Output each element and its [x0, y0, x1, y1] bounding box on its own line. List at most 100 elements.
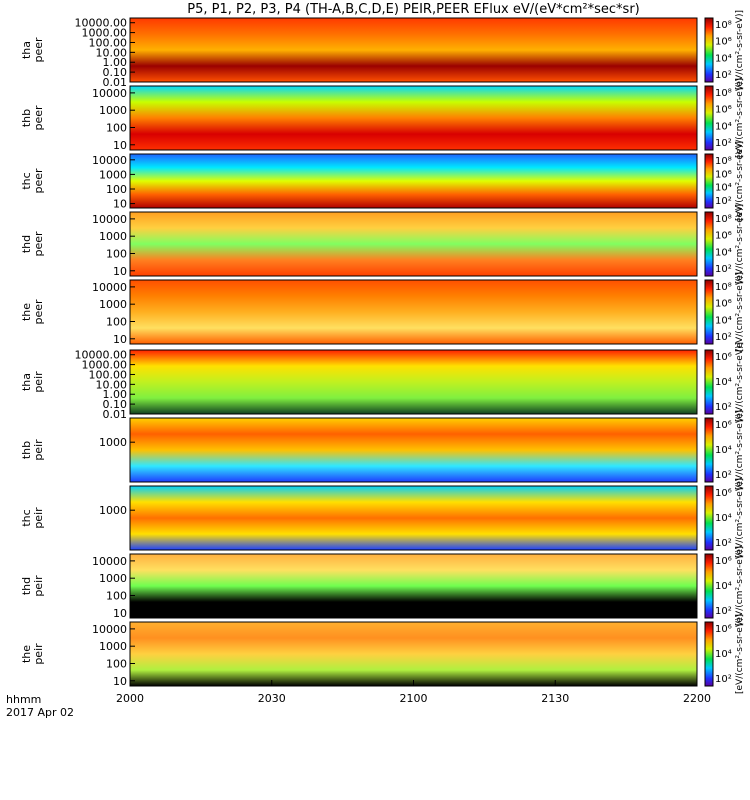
panel-label-type: peir [32, 371, 45, 393]
y-tick-label: 10000 [92, 555, 127, 568]
panel-frame [129, 349, 698, 415]
colorbar-tick-label: 10² [715, 606, 732, 617]
spectrogram-image [130, 154, 697, 208]
y-tick-label: 1000 [99, 436, 127, 449]
colorbar-tick-label: 10⁴ [715, 581, 732, 592]
colorbar-units-label: [eV/(cm²-s-sr-eV)] [735, 546, 745, 626]
panel-label-probe: the [20, 303, 33, 321]
colorbar-tick-label: 10⁶ [715, 556, 732, 567]
colorbar-tick-label: 10⁴ [715, 445, 732, 456]
x-axis-label: hhmm [6, 693, 41, 706]
y-tick-label: 100 [106, 657, 127, 670]
y-tick-label: 100.00 [89, 368, 128, 381]
colorbar-units-label: [eV/(cm²-s-sr-eV)] [735, 204, 745, 284]
y-tick-label: 100 [106, 247, 127, 260]
colorbar-tick-label: 10² [715, 674, 732, 685]
panel-label-probe: thd [20, 235, 33, 253]
colorbar-tick-label: 10⁶ [715, 231, 732, 242]
y-tick-label: 10000.00 [75, 349, 128, 362]
colorbar-tick-label: 10⁴ [715, 513, 732, 524]
y-tick-label: 100.00 [89, 36, 128, 49]
chart-title: P5, P1, P2, P3, P4 (TH-A,B,C,D,E) PEIR,P… [187, 2, 640, 17]
y-tick-label: 0.10 [103, 398, 128, 411]
date-label: 2017 Apr 02 [6, 706, 74, 719]
colorbar-units-label: [eV/(cm²-s-sr-eV)] [735, 272, 745, 352]
colorbar-tick-label: 10⁶ [715, 299, 732, 310]
panel-label-probe: thd [20, 577, 33, 595]
panel-5: 10000 1000 100 10 the peer 10⁸ 10⁶ 10⁴ 10² [eV/(cm… [20, 272, 745, 352]
panel-label-probe: thb [20, 109, 33, 127]
y-tick-label: 1000 [99, 230, 127, 243]
panel-frame [129, 211, 698, 277]
y-tick-label: 10000 [92, 281, 127, 294]
panel-label-type: peer [32, 105, 45, 131]
colorbar-units-label: [eV/(cm²-s-sr-eV)] [735, 141, 745, 221]
colorbar-tick-label: 10⁶ [715, 488, 732, 499]
colorbar-tick-label: 10⁸ [715, 282, 732, 293]
panel-frame [129, 279, 698, 345]
colorbar-tick-label: 10⁴ [715, 121, 732, 132]
colorbar-tick-label: 10² [715, 332, 732, 343]
x-axis: 2000 2030 2100 2130 2200 [116, 680, 711, 705]
colorbar-tick-label: 10² [715, 264, 732, 275]
colorbar-tick-label: 10² [715, 138, 732, 149]
colorbar-tick-label: 10⁶ [715, 169, 732, 180]
y-tick-label: 10000 [92, 213, 127, 226]
panel-frame [129, 85, 698, 151]
y-tick-label: 1000 [99, 168, 127, 181]
colorbar-tick-label: 10⁸ [715, 156, 732, 167]
colorbar [704, 621, 714, 687]
y-tick-label: 0.01 [103, 408, 128, 421]
panel-frame [129, 485, 698, 551]
colorbar-tick-label: 10⁶ [715, 352, 732, 363]
y-tick-label: 0.10 [103, 66, 128, 79]
colorbar-tick-label: 10⁶ [715, 37, 732, 48]
y-tick-label: 1000 [99, 572, 127, 585]
panel-label-type: peir [32, 643, 45, 665]
colorbar-units-label: [eV/(cm²-s-sr-eV)] [735, 614, 745, 694]
colorbar-tick-label: 10⁴ [715, 649, 732, 660]
y-tick-label: 10 [113, 198, 127, 211]
colorbar-units-label: [eV/(cm²-s-sr-eV)] [735, 342, 745, 422]
panel-label-probe: tha [20, 41, 33, 59]
y-tick-label: 10.00 [96, 46, 128, 59]
y-tick-label: 10 [113, 139, 127, 152]
colorbar [704, 153, 714, 209]
colorbar [704, 279, 714, 345]
panel-8: 1000 thc peir 10⁶ 10⁴ 10² [eV/(cm²-s-sr-eV)] [20, 478, 745, 558]
colorbar-tick-label: 10⁸ [715, 88, 732, 99]
y-tick-label: 1000 [99, 640, 127, 653]
x-tick-label: 2030 [258, 692, 286, 705]
y-tick-label: 1000.00 [82, 359, 128, 372]
panel-label-type: peer [32, 168, 45, 194]
colorbar-tick-label: 10⁴ [715, 247, 732, 258]
y-tick-label: 100 [106, 183, 127, 196]
colorbar-tick-label: 10² [715, 538, 732, 549]
y-tick-label: 1000 [99, 104, 127, 117]
y-tick-label: 10.00 [96, 378, 128, 391]
y-tick-label: 10 [113, 607, 127, 620]
y-tick-label: 10 [113, 265, 127, 278]
panel-label-type: peer [32, 299, 45, 325]
panel-label-type: peer [32, 37, 45, 63]
spectrogram-image [130, 86, 697, 150]
panel-label-probe: thc [20, 509, 33, 526]
spectrogram-image [130, 212, 697, 276]
x-tick-label: 2130 [541, 692, 569, 705]
y-tick-label: 10000.00 [75, 17, 128, 30]
y-tick-label: 1000.00 [82, 27, 128, 40]
panel-label-probe: thb [20, 441, 33, 459]
colorbar [704, 211, 714, 277]
panel-frame [129, 17, 698, 83]
colorbar-tick-label: 10⁴ [715, 183, 732, 194]
spectrogram-image [130, 554, 697, 618]
colorbar [704, 417, 714, 483]
colorbar [704, 485, 714, 551]
x-tick-label: 2200 [683, 692, 711, 705]
y-tick-label: 100 [106, 589, 127, 602]
colorbar-units-label: [eV/(cm²-s-sr-eV)] [735, 78, 745, 158]
y-tick-label: 1000 [99, 298, 127, 311]
